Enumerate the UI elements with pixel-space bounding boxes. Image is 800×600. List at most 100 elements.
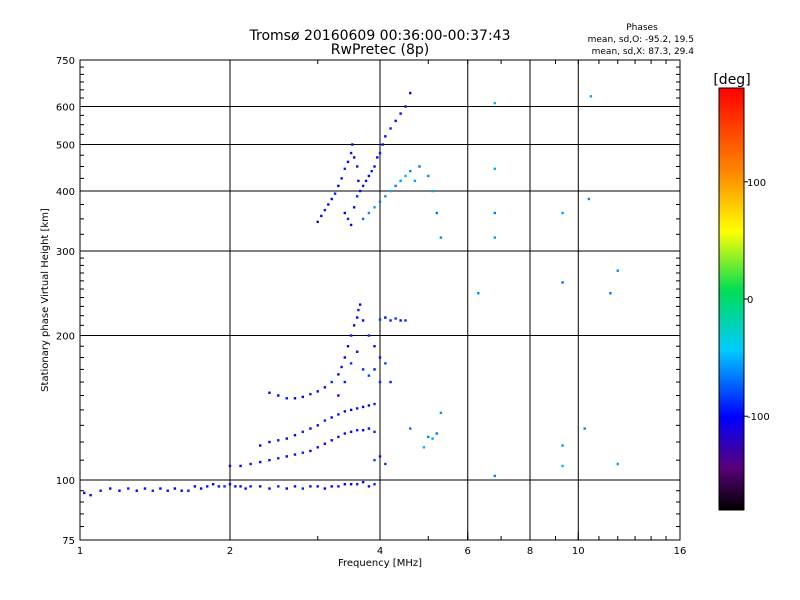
data-point: [399, 112, 402, 115]
data-point: [239, 485, 242, 488]
data-point: [358, 189, 362, 193]
data-point: [285, 397, 288, 400]
data-point: [99, 489, 102, 492]
data-point: [361, 480, 365, 484]
data-point: [583, 427, 586, 430]
data-point: [373, 368, 376, 371]
data-point: [616, 462, 619, 466]
data-point: [355, 316, 359, 319]
data-point: [367, 404, 371, 407]
data-point: [151, 489, 155, 492]
data-point: [330, 197, 333, 201]
data-point: [493, 167, 497, 171]
data-point: [340, 177, 343, 180]
data-point: [493, 236, 497, 239]
data-point: [83, 491, 86, 495]
data-point: [587, 197, 591, 201]
y-axis-label: Stationary phase Virtual Height [km]: [40, 208, 51, 392]
data-point: [373, 430, 376, 434]
data-point: [378, 380, 382, 384]
colorbar-tick-label: 100: [747, 178, 766, 189]
data-point: [367, 174, 371, 178]
data-point: [223, 485, 226, 488]
data-point: [361, 405, 365, 409]
data-point: [439, 236, 443, 239]
data-point: [249, 462, 252, 466]
data-point: [346, 217, 350, 221]
data-point: [343, 432, 347, 435]
data-point: [616, 269, 619, 272]
colorbar-tick-label: 0: [747, 295, 753, 306]
data-point: [349, 430, 353, 434]
data-point: [330, 416, 333, 419]
y-tick-label: 400: [56, 187, 75, 198]
colorbar-label: [deg]: [713, 72, 750, 88]
data-point: [330, 485, 333, 488]
data-point: [268, 487, 271, 490]
data-point: [422, 446, 426, 449]
data-point: [493, 474, 497, 478]
data-point: [337, 184, 340, 188]
data-point: [609, 292, 612, 295]
data-point: [277, 485, 280, 488]
data-point: [394, 317, 397, 320]
data-point: [561, 464, 564, 468]
x-tick-label: 2: [227, 546, 233, 557]
data-point: [309, 485, 312, 488]
data-point: [355, 195, 359, 198]
data-point: [277, 439, 280, 442]
data-point: [333, 192, 337, 195]
data-point: [367, 211, 371, 215]
data-point: [330, 439, 333, 442]
data-point: [337, 485, 340, 488]
data-point: [323, 419, 327, 422]
colorbar: [718, 87, 745, 511]
data-point: [166, 489, 169, 492]
data-point: [259, 460, 262, 464]
data-point: [367, 374, 371, 377]
data-point: [561, 444, 564, 447]
data-point: [373, 458, 376, 462]
data-point: [340, 365, 343, 369]
data-point: [343, 211, 347, 215]
data-point: [349, 151, 353, 155]
axis-ticks: 1 2 4 6 8 10 16 75 100 200 300 400 500 600 750: [56, 56, 686, 557]
data-point: [349, 408, 353, 412]
data-point: [384, 362, 387, 365]
data-point: [378, 151, 382, 155]
data-point: [217, 485, 221, 488]
data-point: [180, 489, 183, 492]
data-point: [259, 485, 262, 488]
data-point: [378, 356, 382, 359]
data-point: [378, 318, 382, 321]
data-point: [211, 483, 215, 486]
data-point: [493, 101, 497, 105]
data-point: [349, 483, 353, 486]
data-point: [259, 444, 262, 447]
data-point: [343, 483, 347, 486]
data-point: [373, 165, 376, 168]
data-point: [323, 386, 327, 389]
y-tick-label: 300: [56, 247, 75, 258]
grid-lines: [80, 60, 680, 540]
data-point: [357, 179, 360, 183]
data-point: [357, 308, 360, 312]
data-point: [352, 324, 356, 327]
data-point: [404, 319, 407, 322]
data-point: [316, 220, 319, 224]
data-point: [277, 394, 280, 397]
data-point: [293, 485, 297, 488]
data-point: [435, 211, 438, 215]
data-point: [404, 174, 407, 178]
data-point: [477, 292, 480, 295]
data-point: [316, 390, 319, 393]
data-point: [394, 184, 397, 188]
data-point: [327, 203, 330, 206]
colorbar-ticks: 100 0 -100: [744, 178, 770, 423]
data-point: [337, 413, 340, 416]
data-point: [389, 380, 392, 384]
data-point: [343, 410, 347, 413]
y-tick-label: 75: [62, 536, 75, 547]
data-point: [355, 407, 359, 410]
data-point: [285, 455, 288, 458]
